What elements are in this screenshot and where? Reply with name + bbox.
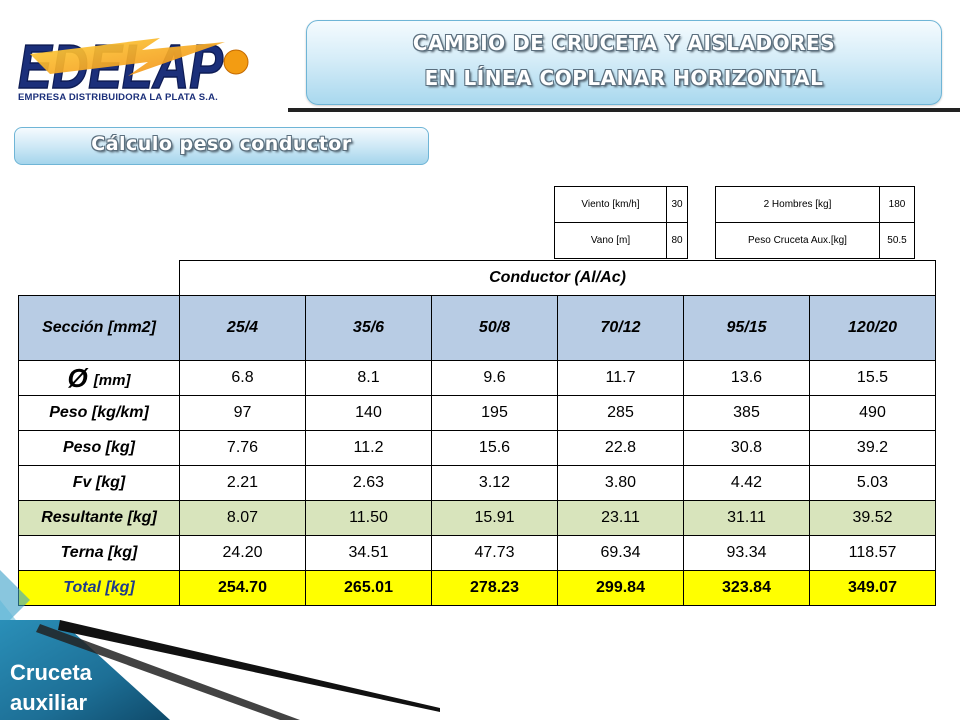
- logo-dot-icon: [223, 49, 249, 75]
- conductor-group-header: Conductor (Al/Ac): [179, 260, 936, 296]
- row-label: Terna [kg]: [18, 535, 180, 571]
- section-cell: 120/20: [809, 295, 936, 361]
- table-cell: 3.80: [557, 465, 684, 501]
- lightning-bolt-icon: [30, 38, 225, 76]
- table-cell: 15.91: [431, 500, 558, 536]
- table-cell: 11.50: [305, 500, 432, 536]
- table-cell: 349.07: [809, 570, 936, 606]
- weight-row: Peso [kg] 7.76 11.2 15.6 22.8 30.8 39.2: [18, 430, 936, 466]
- param-value: 80: [666, 222, 688, 259]
- section-cell: 95/15: [683, 295, 810, 361]
- table-cell: 265.01: [305, 570, 432, 606]
- param-row: Vano [m] 80: [554, 222, 688, 259]
- table-cell: 31.11: [683, 500, 810, 536]
- table-cell: 13.6: [683, 360, 810, 396]
- total-row: Total [kg] 254.70 265.01 278.23 299.84 3…: [18, 570, 936, 606]
- header-divider: [288, 108, 960, 112]
- section-cell: 70/12: [557, 295, 684, 361]
- corner-caption-line-1: Cruceta: [10, 660, 92, 685]
- title-line-2: EN LÍNEA COPLANAR HORIZONTAL: [424, 66, 824, 90]
- diameter-symbol: Ø: [67, 362, 88, 393]
- table-cell: 9.6: [431, 360, 558, 396]
- param-label: 2 Hombres [kg]: [715, 186, 880, 223]
- table-cell: 39.52: [809, 500, 936, 536]
- param-row: 2 Hombres [kg] 180: [715, 186, 915, 223]
- table-cell: 490: [809, 395, 936, 431]
- table-cell: 299.84: [557, 570, 684, 606]
- table-cell: 11.2: [305, 430, 432, 466]
- table-cell: 6.8: [179, 360, 306, 396]
- param-value: 30: [666, 186, 688, 223]
- table-cell: 278.23: [431, 570, 558, 606]
- row-label: Sección [mm2]: [18, 295, 180, 361]
- table-cell: 2.21: [179, 465, 306, 501]
- table-cell: 30.8: [683, 430, 810, 466]
- table-cell: 2.63: [305, 465, 432, 501]
- diameter-row: Ø [mm] 6.8 8.1 9.6 11.7 13.6 15.5: [18, 360, 936, 396]
- row-label: Total [kg]: [18, 570, 180, 606]
- table-cell: 97: [179, 395, 306, 431]
- weight-per-km-row: Peso [kg/km] 97 140 195 285 385 490: [18, 395, 936, 431]
- param-row: Peso Cruceta Aux.[kg] 50.5: [715, 222, 915, 259]
- corner-caption: Cruceta auxiliar: [10, 658, 92, 718]
- logo-subtitle: EMPRESA DISTRIBUIDORA LA PLATA S.A.: [18, 92, 218, 103]
- table-cell: 4.42: [683, 465, 810, 501]
- table-cell: 39.2: [809, 430, 936, 466]
- row-label: Peso [kg/km]: [18, 395, 180, 431]
- table-cell: 23.11: [557, 500, 684, 536]
- table-cell: 93.34: [683, 535, 810, 571]
- table-cell: 11.7: [557, 360, 684, 396]
- row-label: Resultante [kg]: [18, 500, 180, 536]
- param-value: 50.5: [879, 222, 915, 259]
- table-cell: 385: [683, 395, 810, 431]
- table-cell: 285: [557, 395, 684, 431]
- table-cell: 118.57: [809, 535, 936, 571]
- wind-span-params-table: Viento [km/h] 30 Vano [m] 80: [554, 186, 688, 259]
- section-cell: 35/6: [305, 295, 432, 361]
- wind-force-row: Fv [kg] 2.21 2.63 3.12 3.80 4.42 5.03: [18, 465, 936, 501]
- table-cell: 8.07: [179, 500, 306, 536]
- section-title: Cálculo peso conductor: [91, 133, 352, 155]
- conductor-weight-table: Conductor (Al/Ac) Sección [mm2] 25/4 35/…: [18, 260, 936, 606]
- param-label: Viento [km/h]: [554, 186, 667, 223]
- table-cell: 195: [431, 395, 558, 431]
- empty-corner-cell: [18, 260, 180, 296]
- title-banner: CAMBIO DE CRUCETA Y AISLADORES EN LÍNEA …: [306, 20, 942, 105]
- table-cell: 15.6: [431, 430, 558, 466]
- load-params-table: 2 Hombres [kg] 180 Peso Cruceta Aux.[kg]…: [715, 186, 915, 259]
- corner-decoration: [0, 570, 440, 720]
- section-cell: 50/8: [431, 295, 558, 361]
- row-label: Fv [kg]: [18, 465, 180, 501]
- param-label: Peso Cruceta Aux.[kg]: [715, 222, 880, 259]
- resultant-row: Resultante [kg] 8.07 11.50 15.91 23.11 3…: [18, 500, 936, 536]
- table-cell: 47.73: [431, 535, 558, 571]
- diameter-unit: [mm]: [93, 371, 131, 389]
- table-cell: 69.34: [557, 535, 684, 571]
- title-line-1: CAMBIO DE CRUCETA Y AISLADORES: [412, 31, 836, 55]
- table-cell: 8.1: [305, 360, 432, 396]
- table-cell: 22.8: [557, 430, 684, 466]
- section-row: Sección [mm2] 25/4 35/6 50/8 70/12 95/15…: [18, 295, 936, 361]
- param-row: Viento [km/h] 30: [554, 186, 688, 223]
- table-cell: 254.70: [179, 570, 306, 606]
- section-banner: Cálculo peso conductor: [14, 127, 429, 165]
- table-cell: 140: [305, 395, 432, 431]
- table-cell: 3.12: [431, 465, 558, 501]
- row-label: Ø [mm]: [18, 360, 180, 396]
- param-value: 180: [879, 186, 915, 223]
- table-cell: 323.84: [683, 570, 810, 606]
- edelap-logo: EDELAP: [17, 32, 249, 103]
- table-header-row: Conductor (Al/Ac): [18, 260, 936, 296]
- table-cell: 5.03: [809, 465, 936, 501]
- param-label: Vano [m]: [554, 222, 667, 259]
- row-label: Peso [kg]: [18, 430, 180, 466]
- table-cell: 7.76: [179, 430, 306, 466]
- corner-caption-line-2: auxiliar: [10, 690, 88, 715]
- table-cell: 24.20: [179, 535, 306, 571]
- table-cell: 15.5: [809, 360, 936, 396]
- section-cell: 25/4: [179, 295, 306, 361]
